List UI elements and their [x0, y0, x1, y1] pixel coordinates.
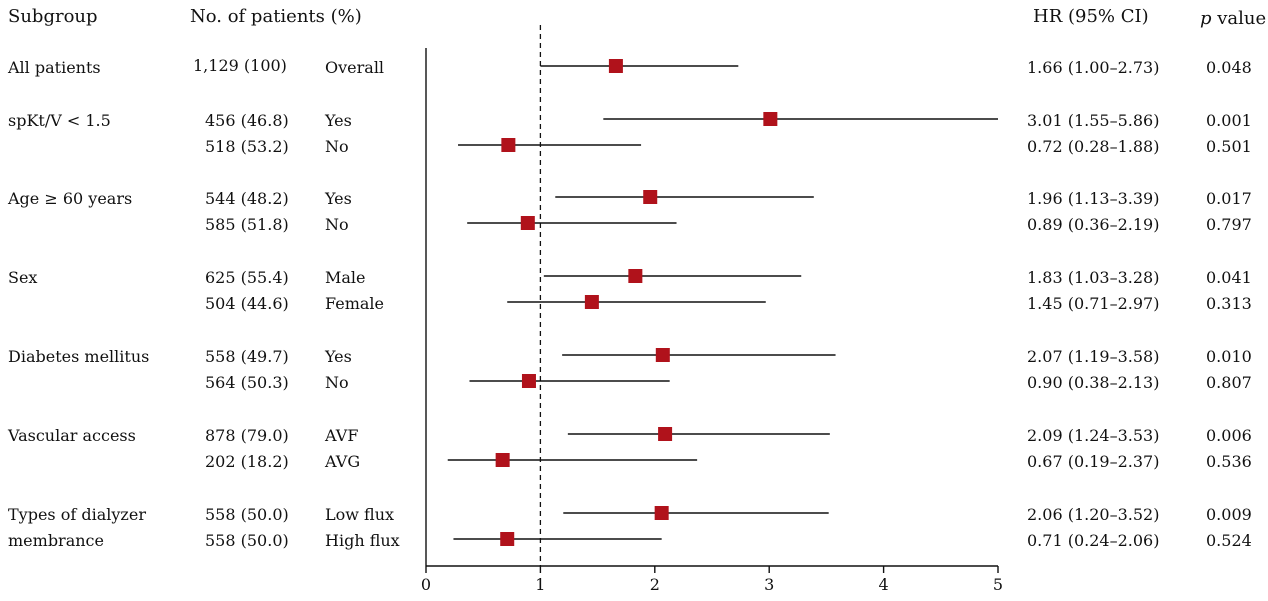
x-tick-label: 5: [993, 575, 1003, 594]
header-p-value: p value: [1200, 8, 1266, 29]
level-label: AVG: [324, 452, 360, 471]
level-label: AVF: [324, 426, 358, 445]
header-patients: No. of patients (%): [190, 6, 362, 27]
level-label: Low flux: [325, 505, 394, 524]
level-label: No: [325, 373, 349, 392]
hr-marker: [501, 138, 516, 152]
x-tick-label: 4: [879, 575, 889, 594]
hr-marker: [520, 216, 535, 230]
patient-count: 456 (46.8): [205, 111, 289, 130]
subgroup-label: Vascular access: [7, 426, 136, 445]
hr-ci-text: 1.66 (1.00–2.73): [1027, 58, 1159, 77]
p-value: 0.006: [1206, 426, 1252, 445]
hr-marker: [500, 532, 515, 546]
hr-ci-text: 2.06 (1.20–3.52): [1027, 505, 1159, 524]
hr-ci-text: 1.45 (0.71–2.97): [1027, 294, 1159, 313]
header-hr: HR (95% CI): [1033, 6, 1149, 27]
p-value: 0.536: [1206, 452, 1252, 471]
p-value: 0.797: [1206, 215, 1252, 234]
subgroup-block: Types of dialyzer membrance 558 (50.0) Low …: [8, 505, 1252, 550]
header-p-italic: p: [1200, 8, 1212, 29]
p-value: 0.009: [1206, 505, 1252, 524]
hr-ci-text: 2.09 (1.24–3.53): [1027, 426, 1159, 445]
patient-count: 1,129 (100): [193, 56, 287, 75]
hr-ci-text: 0.67 (0.19–2.37): [1027, 452, 1159, 471]
hr-ci-text: 0.72 (0.28–1.88): [1027, 137, 1159, 156]
patient-count: 558 (50.0): [205, 505, 289, 524]
x-tick-label: 3: [764, 575, 774, 594]
hr-marker: [658, 427, 673, 441]
subgroup-label: Age ≥ 60 years: [7, 189, 132, 208]
level-label: Female: [325, 294, 384, 313]
level-label: Yes: [324, 111, 352, 130]
subgroup-label: All patients: [7, 58, 101, 77]
hr-ci-text: 0.71 (0.24–2.06): [1027, 531, 1159, 550]
rows-layer: All patients 1,129 (100) Overall 1.66 (1.00…: [7, 56, 1252, 550]
level-label: No: [325, 137, 349, 156]
p-value: 0.010: [1206, 347, 1252, 366]
level-label: No: [325, 215, 349, 234]
subgroup-block: spKt/V < 1.5 456 (46.8) Yes 3.01 (1.55–5.86…: [8, 111, 1252, 156]
level-label: Male: [325, 268, 366, 287]
hr-marker: [584, 295, 599, 309]
x-tick-label: 0: [421, 575, 431, 594]
hr-ci-text: 2.07 (1.19–3.58): [1027, 347, 1159, 366]
level-label: Yes: [324, 347, 352, 366]
hr-ci-text: 1.83 (1.03–3.28): [1027, 268, 1159, 287]
p-value: 0.524: [1206, 531, 1252, 550]
hr-marker: [628, 269, 643, 283]
hr-marker: [521, 374, 536, 388]
subgroup-label: Diabetes mellitus: [8, 347, 149, 366]
subgroup-label: Sex: [8, 268, 37, 287]
level-label: Overall: [325, 58, 384, 77]
patient-count: 504 (44.6): [205, 294, 289, 313]
x-tick-label: 2: [650, 575, 660, 594]
patient-count: 558 (49.7): [205, 347, 289, 366]
hr-marker: [643, 190, 658, 204]
hr-ci-text: 3.01 (1.55–5.86): [1027, 111, 1159, 130]
hr-ci-text: 0.89 (0.36–2.19): [1027, 215, 1159, 234]
subgroup-block: Diabetes mellitus 558 (49.7) Yes 2.07 (1.19…: [8, 347, 1252, 392]
patient-count: 585 (51.8): [205, 215, 289, 234]
patient-count: 202 (18.2): [205, 452, 289, 471]
hr-marker: [495, 453, 510, 467]
level-label: High flux: [325, 531, 400, 550]
subgroup-block: All patients 1,129 (100) Overall 1.66 (1.00…: [7, 56, 1252, 77]
patient-count: 544 (48.2): [205, 189, 289, 208]
subgroup-block: Age ≥ 60 years 544 (48.2) Yes 1.96 (1.13–3.…: [7, 189, 1252, 234]
p-value: 0.001: [1206, 111, 1252, 130]
subgroup-label: membrance: [8, 531, 104, 550]
p-value: 0.501: [1206, 137, 1252, 156]
hr-marker: [608, 59, 623, 73]
subgroup-block: Sex 625 (55.4) Male 1.83 (1.03–3.28) 0.041 50…: [8, 268, 1252, 313]
p-value: 0.048: [1206, 58, 1252, 77]
p-value: 0.041: [1206, 268, 1252, 287]
subgroup-block: Vascular access 878 (79.0) AVF 2.09 (1.24–3…: [7, 426, 1252, 471]
x-tick-label: 1: [535, 575, 545, 594]
patient-count: 558 (50.0): [205, 531, 289, 550]
x-axis: 0 1 2 3 4 5: [421, 25, 1003, 594]
patient-count: 564 (50.3): [205, 373, 289, 392]
patient-count: 518 (53.2): [205, 137, 289, 156]
subgroup-label: spKt/V < 1.5: [8, 111, 111, 130]
header-subgroup: Subgroup: [8, 6, 98, 27]
p-value: 0.807: [1206, 373, 1252, 392]
p-value: 0.313: [1206, 294, 1252, 313]
subgroup-label: Types of dialyzer: [8, 505, 146, 524]
hr-ci-text: 1.96 (1.13–3.39): [1027, 189, 1159, 208]
hr-marker: [655, 348, 670, 362]
p-value: 0.017: [1206, 189, 1252, 208]
patient-count: 625 (55.4): [205, 268, 289, 287]
hr-ci-text: 0.90 (0.38–2.13): [1027, 373, 1159, 392]
level-label: Yes: [324, 189, 352, 208]
hr-marker: [654, 506, 669, 520]
header-p-rest: value: [1212, 8, 1267, 29]
patient-count: 878 (79.0): [205, 426, 289, 445]
hr-marker: [763, 112, 778, 126]
